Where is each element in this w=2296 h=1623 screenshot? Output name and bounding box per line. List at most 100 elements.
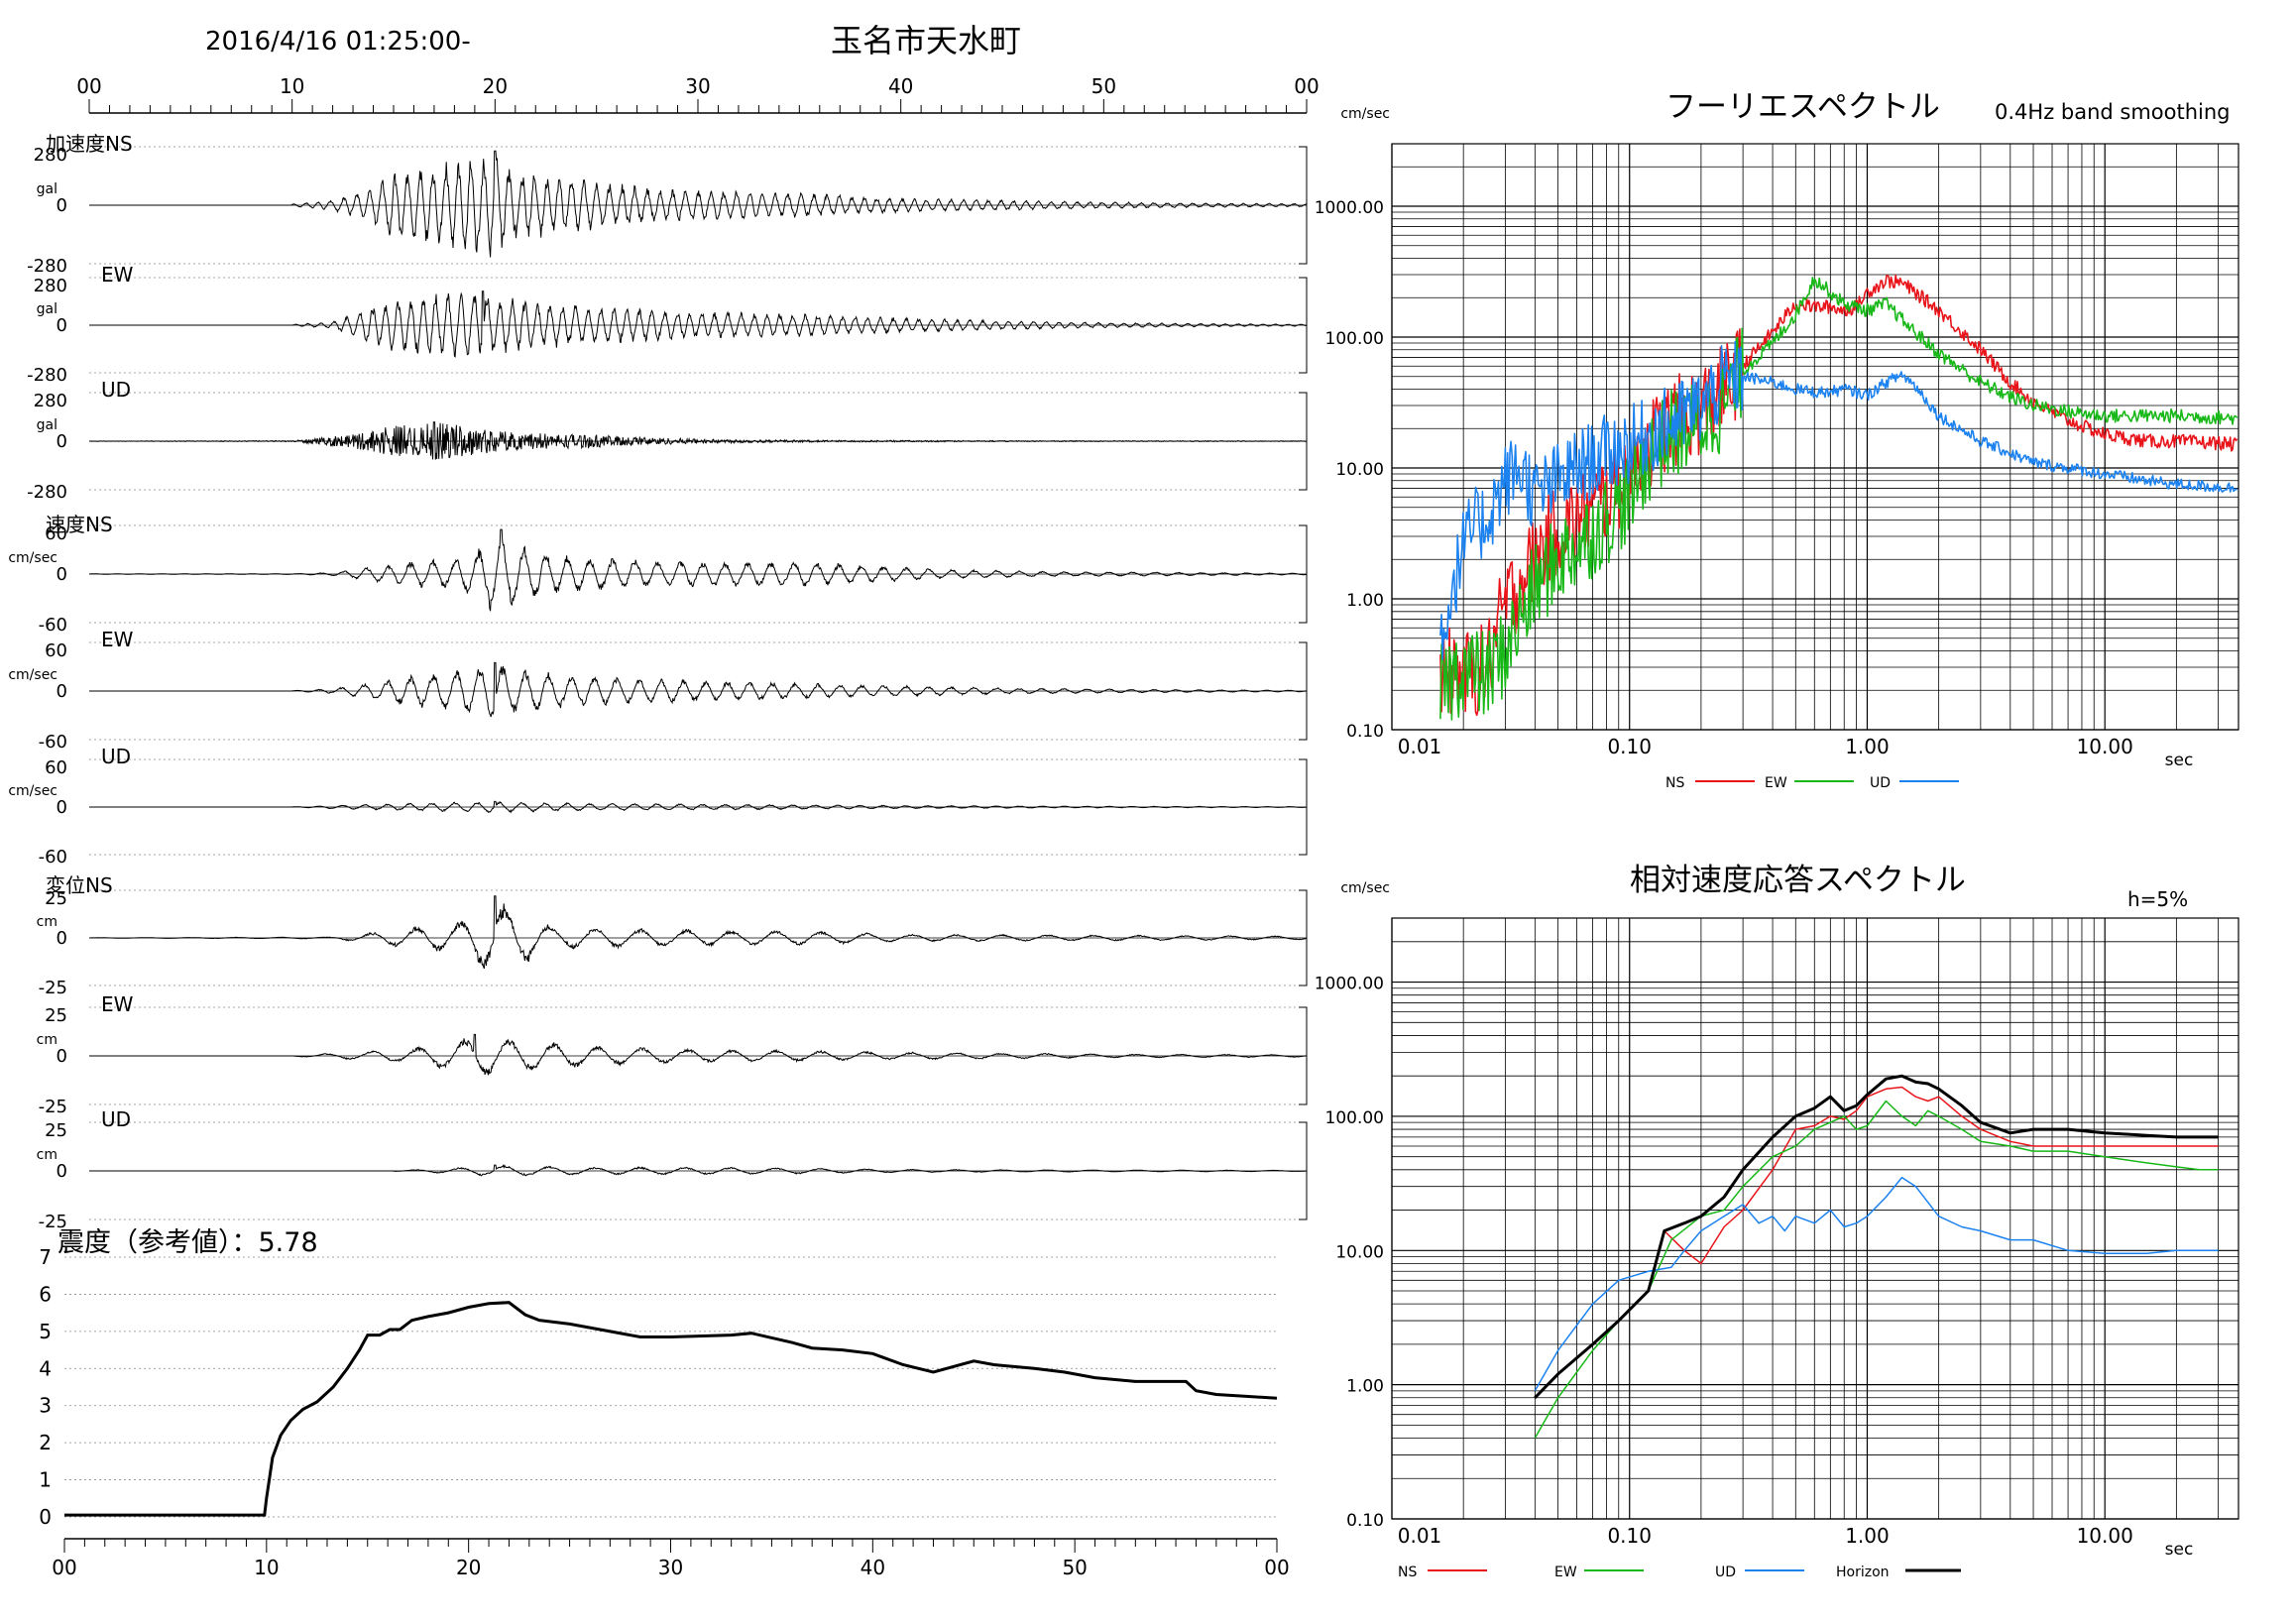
waveform-trace: [89, 1033, 1307, 1076]
fourier-y-tick-label: 10.00: [1335, 460, 1384, 480]
waveform-trace: [89, 150, 1308, 258]
panel-tick-label: -280: [27, 256, 67, 277]
panel-tick-label: 0: [57, 315, 67, 336]
response-title: 相対速度応答スペクトル: [1630, 863, 1966, 898]
response-y-tick-label: 1000.00: [1315, 975, 1384, 994]
panel-tick-label: -60: [39, 615, 67, 636]
response-series-ns: [1534, 1086, 2219, 1399]
fourier-x-tick-label: 0.01: [1398, 735, 1442, 758]
response-y-tick-label: 100.00: [1325, 1108, 1384, 1128]
fourier-title: フーリエスペクトル: [1665, 89, 1940, 125]
panel-unit-label: cm: [37, 914, 57, 930]
fourier-legend-label: EW: [1765, 775, 1787, 791]
waveform-trace: [88, 421, 1308, 460]
panel-tick-label: 60: [45, 523, 67, 544]
panel-tick-label: 60: [45, 757, 67, 778]
start-time-label: 2016/4/16 01:25:00-: [205, 27, 471, 57]
intensity-y-tick-label: 2: [39, 1431, 52, 1454]
panel-tick-label: -60: [39, 732, 67, 753]
fourier-x-unit: sec: [2165, 751, 2194, 770]
response-legend-label: NS: [1398, 1565, 1417, 1580]
time-axis-bottom-tick-label: 20: [456, 1556, 481, 1579]
time-axis-bottom-tick-label: 00: [1264, 1556, 1289, 1579]
intensity-y-tick-label: 0: [39, 1505, 52, 1529]
time-axis-bottom-tick-label: 40: [861, 1556, 885, 1579]
response-x-tick-label: 0.10: [1607, 1524, 1652, 1548]
time-axis-top-tick-label: 00: [76, 74, 101, 98]
panel-tick-label: 0: [57, 928, 67, 949]
panel-unit-label: cm: [37, 1032, 57, 1048]
response-legend-label: EW: [1554, 1565, 1577, 1580]
panel-component-label: UD: [101, 378, 131, 402]
panel-tick-label: 280: [34, 391, 67, 411]
waveform-trace: [89, 290, 1308, 358]
waveform-trace: [89, 895, 1307, 970]
panel-unit-label: gal: [37, 301, 57, 317]
panel-tick-label: -25: [39, 978, 67, 998]
time-axis-bottom-tick-label: 30: [658, 1556, 683, 1579]
intensity-y-tick-label: 7: [39, 1245, 52, 1269]
fourier-x-tick-label: 10.00: [2077, 735, 2133, 758]
panel-component-label: UD: [101, 1107, 131, 1131]
response-x-tick-label: 10.00: [2077, 1524, 2133, 1548]
response-legend-label: Horizon: [1836, 1565, 1890, 1580]
panel-tick-label: 280: [34, 276, 67, 296]
panel-tick-label: -280: [27, 482, 67, 503]
waveform-trace: [88, 528, 1308, 612]
time-axis-top-tick-label: 20: [483, 74, 508, 98]
waveform-trace: [89, 1164, 1307, 1177]
intensity-y-tick-label: 5: [39, 1320, 52, 1343]
time-axis-top-tick-label: 30: [685, 74, 710, 98]
fourier-y-tick-label: 1000.00: [1315, 198, 1384, 218]
panel-tick-label: 0: [57, 681, 67, 702]
station-name: 玉名市天水町: [831, 22, 1021, 59]
panel-component-label: EW: [101, 992, 134, 1016]
response-x-tick-label: 0.01: [1398, 1524, 1442, 1548]
time-axis-top-tick-label: 40: [888, 74, 913, 98]
fourier-legend-label: NS: [1665, 775, 1684, 791]
panel-tick-label: -25: [39, 1097, 67, 1117]
fourier-series-ns: [1439, 274, 2239, 717]
panel-tick-label: 0: [57, 195, 67, 216]
panel-unit-label: gal: [37, 417, 57, 433]
time-axis-top-tick-label: 50: [1091, 74, 1116, 98]
response-series-ew: [1534, 1100, 2219, 1439]
panel-tick-label: 0: [57, 1046, 67, 1067]
time-axis-bottom-tick-label: 10: [254, 1556, 279, 1579]
panel-unit-label: cm/sec: [8, 783, 57, 799]
panel-component-label: UD: [101, 745, 131, 768]
panel-title: 変位NS: [46, 873, 113, 897]
time-axis-bottom-tick-label: 50: [1062, 1556, 1087, 1579]
response-series-horizon: [1534, 1074, 2219, 1399]
response-x-tick-label: 1.00: [1845, 1524, 1890, 1548]
intensity-y-tick-label: 4: [39, 1356, 52, 1380]
response-x-unit: sec: [2165, 1540, 2194, 1560]
intensity-y-tick-label: 1: [39, 1468, 52, 1492]
fourier-legend-label: UD: [1870, 775, 1891, 791]
response-series-ud: [1534, 1176, 2219, 1392]
panel-tick-label: 280: [34, 145, 67, 166]
panel-tick-label: 25: [45, 888, 67, 909]
fourier-y-tick-label: 1.00: [1346, 591, 1384, 611]
fourier-y-unit: cm/sec: [1340, 106, 1390, 122]
panel-tick-label: -280: [27, 365, 67, 386]
fourier-series-ew: [1439, 277, 2239, 721]
response-frame: [1391, 917, 2239, 1520]
panel-tick-label: 25: [45, 1005, 67, 1026]
response-y-tick-label: 0.10: [1346, 1511, 1384, 1531]
response-y-tick-label: 10.00: [1335, 1242, 1384, 1262]
panel-component-label: EW: [101, 628, 134, 651]
panel-tick-label: -60: [39, 847, 67, 868]
fourier-x-tick-label: 1.00: [1845, 735, 1890, 758]
intensity-label: 震度（参考値）：5.78: [57, 1227, 318, 1258]
response-legend-label: UD: [1715, 1565, 1736, 1580]
fourier-y-tick-label: 0.10: [1346, 722, 1384, 742]
waveform-trace: [89, 661, 1308, 718]
panel-tick-label: 0: [57, 564, 67, 585]
panel-unit-label: cm/sec: [8, 667, 57, 683]
time-axis-bottom-tick-label: 00: [52, 1556, 76, 1579]
panel-unit-label: cm: [37, 1147, 57, 1163]
panel-unit-label: cm/sec: [8, 550, 57, 566]
fourier-smoothing-note: 0.4Hz band smoothing: [1995, 100, 2231, 124]
waveform-trace: [89, 800, 1308, 814]
